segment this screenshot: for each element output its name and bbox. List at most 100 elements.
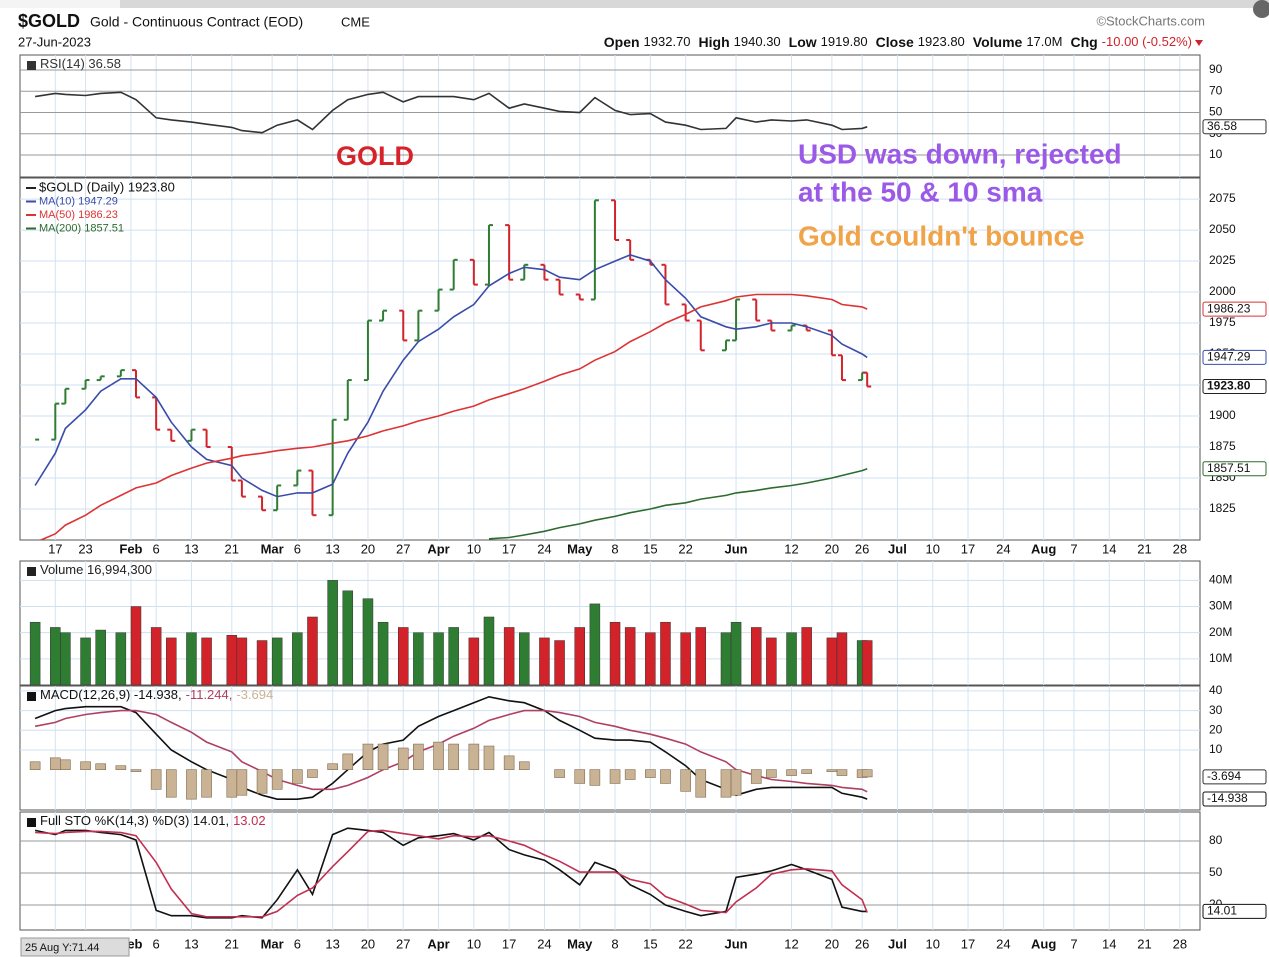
legend-entry: $GOLD (Daily) 1923.80 (39, 179, 175, 194)
y-tick-label: 10M (1209, 651, 1232, 665)
price-bar (590, 199, 599, 301)
plot (34, 827, 868, 919)
volume-bar (236, 637, 248, 685)
close-icon[interactable] (1253, 0, 1269, 18)
x-tick-label: 26 (855, 541, 869, 556)
price-bar (575, 293, 584, 301)
histogram-bar (861, 769, 873, 778)
histogram-bar (786, 769, 797, 776)
volume-bar (166, 637, 177, 685)
volume-bar (826, 637, 838, 685)
histogram-bar (766, 769, 777, 778)
y-tick-label: 1825 (1209, 501, 1236, 515)
histogram-bar (574, 769, 586, 784)
volume-bar (574, 627, 585, 685)
y-tick-label: 80 (1209, 833, 1223, 847)
histogram-bar (201, 769, 212, 798)
price-bar (131, 369, 140, 399)
volume-bar (226, 635, 238, 685)
y-tick-label: 50 (1209, 865, 1223, 879)
volume-bar (660, 621, 671, 685)
legend-entry: Volume 16,994,300 (40, 562, 152, 577)
price-bar (540, 263, 549, 281)
histogram-bar (49, 757, 61, 770)
quote-value: 1923.80 (918, 34, 965, 49)
price-bar (469, 258, 478, 286)
x-tick-label: 17 (502, 541, 516, 556)
x-tick-label: 22 (678, 936, 692, 951)
volume-bar (448, 627, 459, 685)
annotation: GOLD (336, 141, 414, 171)
price-bar (116, 369, 125, 378)
volume-bar (861, 640, 873, 685)
histogram-bar (130, 769, 142, 772)
histogram-bar (624, 769, 636, 780)
histogram-bar (518, 761, 530, 770)
x-tick-label: 14 (1102, 936, 1116, 951)
histogram-bar (95, 763, 106, 770)
legend-swatch (27, 692, 36, 701)
histogram-bar (271, 769, 283, 790)
x-tick-label: 27 (396, 936, 410, 951)
last-value-label: -3.694 (1207, 769, 1241, 783)
volume-bar (256, 640, 268, 685)
price-bar (96, 375, 105, 382)
x-tick-label: May (567, 936, 593, 951)
legend: Volume 16,994,300 (40, 562, 152, 577)
x-tick-label: 7 (1070, 936, 1077, 951)
histogram-bar (307, 769, 318, 778)
volume-bar (50, 627, 61, 685)
histogram-bar (801, 769, 812, 774)
volume-bar (271, 637, 283, 685)
plot (34, 91, 868, 134)
volume-bar (645, 632, 656, 685)
volume-bar (413, 632, 424, 685)
legend-entry: -3.694 (236, 687, 273, 702)
price-bar (555, 278, 564, 296)
plot (29, 695, 873, 800)
volume-bar (695, 627, 707, 685)
volume-bar (836, 632, 848, 685)
price-bar (167, 428, 176, 442)
volume-bar (519, 632, 530, 685)
quote-line: Open 1932.70 High 1940.30 Low 1919.80 Close 192… (604, 34, 1192, 50)
volume-bar (201, 637, 212, 685)
instrument-name: Gold - Continuous Contract (EOD) (90, 14, 303, 30)
last-value-box (1202, 379, 1267, 395)
y-tick-label: 1900 (1209, 408, 1236, 422)
histogram-bar (589, 769, 601, 786)
histogram-bar (826, 769, 838, 772)
price-bar (293, 469, 302, 487)
last-value-label: 1857.51 (1207, 461, 1251, 475)
histogram-bar (750, 769, 762, 784)
x-tick-label: 10 (926, 936, 940, 951)
x-tick-label: 24 (996, 936, 1010, 951)
volume-bar (307, 616, 318, 685)
x-tick-label: Apr (427, 541, 449, 556)
histogram-bar (483, 745, 495, 770)
legend-entry: -11.244, (186, 687, 233, 702)
legend-entry: 13.02 (233, 813, 266, 828)
volume-bar (115, 632, 127, 685)
histogram-bar (362, 743, 374, 770)
cursor-label: 25 Aug Y:71.44 (25, 942, 99, 954)
price-bar (863, 371, 872, 388)
x-tick-label: 13 (184, 936, 198, 951)
price-bar (434, 288, 443, 312)
x-tick-label: 20 (361, 541, 375, 556)
histogram-bar (236, 769, 248, 796)
x-tick-label: May (567, 541, 593, 556)
y-tick-label: 30 (1209, 703, 1223, 717)
price-bar (414, 309, 423, 342)
histogram-bar (60, 759, 71, 770)
last-value-label: 14.01 (1207, 904, 1237, 918)
x-tick-label: 20 (825, 936, 839, 951)
histogram-bar (292, 769, 303, 784)
x-tick-label: 23 (78, 541, 92, 556)
x-tick-label: Jul (888, 936, 907, 951)
x-tick-label: 13 (184, 541, 198, 556)
y-tick-label: 20M (1209, 625, 1232, 639)
volume-bar (377, 621, 389, 685)
